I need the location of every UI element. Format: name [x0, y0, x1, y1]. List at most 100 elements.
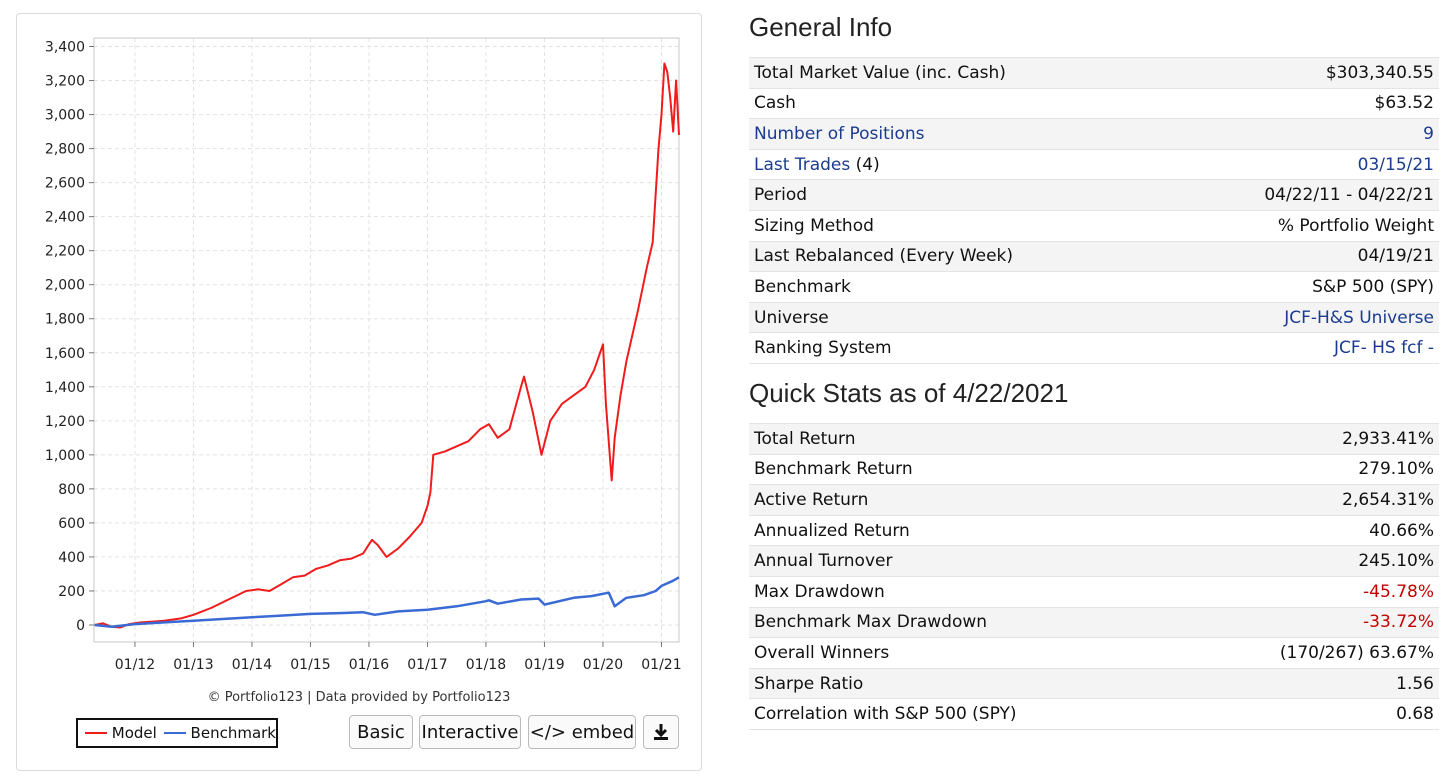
table-row: Active Return 2,654.31%: [749, 484, 1439, 516]
x-tick-label: 01/21: [641, 657, 681, 673]
table-row: Benchmark S&P 500 (SPY): [749, 271, 1439, 303]
table-row: Number of Positions 9: [749, 118, 1439, 150]
ranking-system-link[interactable]: JCF- HS fcf -: [1333, 338, 1434, 359]
row-value: $303,340.55: [1162, 57, 1439, 89]
x-tick-label: 01/19: [524, 657, 564, 673]
basic-button[interactable]: Basic: [349, 715, 413, 749]
row-value: (170/267) 63.67%: [1179, 637, 1439, 669]
y-tick-label: 1,800: [45, 312, 85, 328]
row-value: 1.56: [1179, 668, 1439, 700]
max-drawdown-value: -45.78%: [1179, 576, 1439, 608]
row-label: Max Drawdown: [749, 576, 1180, 608]
row-value: $63.52: [1162, 88, 1439, 120]
row-value: % Portfolio Weight: [1162, 210, 1439, 242]
table-row: Benchmark Return 279.10%: [749, 454, 1439, 486]
table-row: Total Market Value (inc. Cash) $303,340.…: [749, 57, 1439, 89]
table-row: Annual Turnover 245.10%: [749, 545, 1439, 577]
x-axis: 01/12 01/13 01/14 01/15 01/16 01/17 01/18 01/19…: [115, 642, 682, 673]
row-value: 04/22/11 - 04/22/21: [1162, 179, 1439, 211]
table-row: Annualized Return 40.66%: [749, 515, 1439, 547]
row-label: Annual Turnover: [749, 545, 1180, 577]
row-label: Sharpe Ratio: [749, 668, 1180, 700]
row-value: 279.10%: [1179, 454, 1439, 486]
row-value: 04/19/21: [1162, 241, 1439, 273]
quick-stats-heading: Quick Stats as of 4/22/2021: [749, 378, 1069, 408]
row-label: Sizing Method: [749, 210, 1163, 242]
benchmark-max-drawdown-value: -33.72%: [1179, 607, 1439, 639]
embed-button[interactable]: </> embed: [528, 715, 636, 749]
y-tick-label: 400: [58, 550, 85, 566]
row-label: Annualized Return: [749, 515, 1180, 547]
x-tick-label: 01/14: [232, 657, 272, 673]
row-label: Universe: [749, 302, 1163, 334]
y-tick-label: 1,000: [45, 448, 85, 464]
universe-link[interactable]: JCF-H&S Universe: [1284, 307, 1434, 328]
model-series-line: [94, 62, 680, 629]
row-value: 245.10%: [1179, 545, 1439, 577]
row-value: 2,933.41%: [1179, 423, 1439, 455]
table-row: Last Rebalanced (Every Week) 04/19/21: [749, 241, 1439, 273]
y-tick-label: 800: [58, 482, 85, 498]
x-tick-label: 01/13: [173, 657, 213, 673]
general-info-table: Total Market Value (inc. Cash) $303,340.…: [749, 57, 1439, 364]
chart-grid: [94, 38, 679, 642]
row-label: Benchmark Return: [749, 454, 1180, 486]
row-label: Overall Winners: [749, 637, 1180, 669]
row-label: Active Return: [749, 484, 1180, 516]
table-row: Cash $63.52: [749, 88, 1439, 120]
y-tick-label: 600: [58, 516, 85, 532]
number-of-positions-link[interactable]: Number of Positions: [754, 123, 925, 144]
table-row: Overall Winners (170/267) 63.67%: [749, 637, 1439, 669]
y-tick-label: 2,400: [45, 210, 85, 226]
row-label: Total Return: [749, 423, 1180, 455]
row-label: Benchmark: [749, 271, 1163, 303]
row-label: Cash: [749, 88, 1163, 120]
y-tick-label: 3,000: [45, 108, 85, 124]
row-label: Ranking System: [749, 332, 1163, 364]
benchmark-series-line: [94, 576, 680, 628]
row-value: 0.68: [1179, 698, 1439, 730]
table-row: Universe JCF-H&S Universe: [749, 302, 1439, 334]
table-row: Total Return 2,933.41%: [749, 423, 1439, 455]
last-trades-count: (4): [855, 154, 880, 175]
general-info-heading: General Info: [749, 12, 893, 42]
model-legend-swatch: [85, 732, 107, 734]
interactive-button[interactable]: Interactive: [419, 715, 521, 749]
y-tick-label: 1,200: [45, 414, 85, 430]
chart-copyright: © Portfolio123 | Data provided by Portfo…: [207, 690, 511, 705]
x-tick-label: 01/17: [407, 657, 447, 673]
row-label: Period: [749, 179, 1163, 211]
table-row: Last Trades (4) 03/15/21: [749, 149, 1439, 181]
table-row: Ranking System JCF- HS fcf -: [749, 332, 1439, 364]
y-tick-label: 0: [76, 618, 85, 634]
y-tick-label: 1,600: [45, 346, 85, 362]
download-icon: [654, 724, 668, 740]
row-value: S&P 500 (SPY): [1162, 271, 1439, 303]
x-tick-label: 01/16: [349, 657, 389, 673]
y-axis: 0 200 400 600 800 1,000 1,200 1,400 1,600 1,800 2,…: [45, 40, 94, 634]
table-row: Max Drawdown -45.78%: [749, 576, 1439, 608]
download-button[interactable]: [643, 715, 679, 749]
table-row: Correlation with S&P 500 (SPY) 0.68: [749, 698, 1439, 730]
y-tick-label: 1,400: [45, 380, 85, 396]
row-value: 40.66%: [1179, 515, 1439, 547]
table-row: Benchmark Max Drawdown -33.72%: [749, 607, 1439, 639]
row-label: Last Rebalanced (Every Week): [749, 241, 1163, 273]
y-tick-label: 2,000: [45, 278, 85, 294]
last-trades-link[interactable]: Last Trades: [754, 154, 851, 175]
y-tick-label: 2,800: [45, 142, 85, 158]
y-tick-label: 200: [58, 584, 85, 600]
last-trade-date-link[interactable]: 03/15/21: [1357, 154, 1434, 175]
y-tick-label: 2,200: [45, 244, 85, 260]
legend-model-label: Model: [111, 724, 157, 742]
table-row: Sharpe Ratio 1.56: [749, 668, 1439, 700]
table-row: Period 04/22/11 - 04/22/21: [749, 179, 1439, 211]
chart-panel: 0 200 400 600 800 1,000 1,200 1,400 1,600 1,800 2,…: [16, 13, 702, 771]
positions-count-link[interactable]: 9: [1423, 123, 1434, 144]
x-tick-label: 01/12: [115, 657, 155, 673]
benchmark-legend-swatch: [163, 732, 186, 734]
x-tick-label: 01/18: [466, 657, 506, 673]
y-tick-label: 3,200: [45, 74, 85, 90]
row-label: Total Market Value (inc. Cash): [749, 57, 1163, 89]
y-tick-label: 2,600: [45, 176, 85, 192]
